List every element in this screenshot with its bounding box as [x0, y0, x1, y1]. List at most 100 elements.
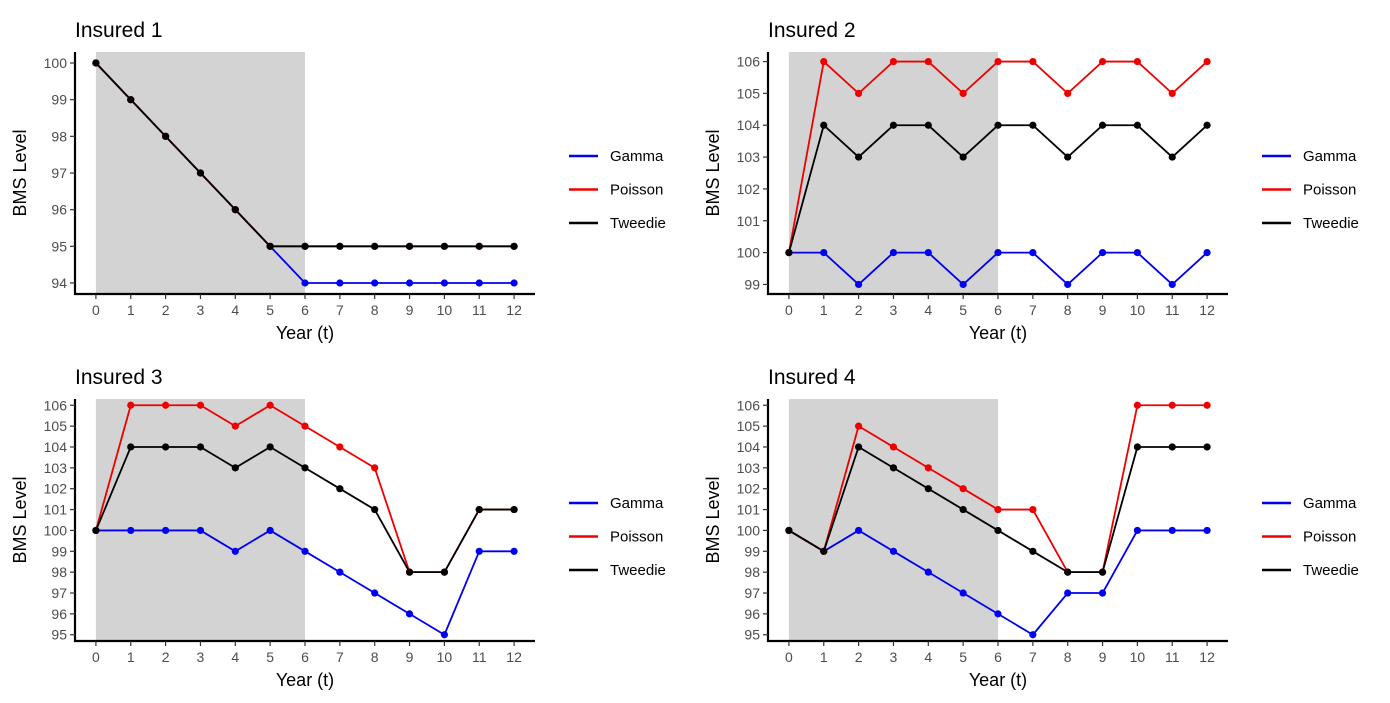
x-tick-label: 4 [924, 649, 932, 665]
data-point-tweedie [231, 206, 239, 214]
chart-panel-insured-2: Insured 2 0 1 2 3 4 5 6 7 8 9 10 11 12 99 100 101 102 103 1… [693, 0, 1386, 350]
data-point-tweedie [510, 242, 518, 250]
data-point-tweedie [301, 464, 309, 472]
x-tick-label: 7 [1029, 302, 1037, 318]
legend-label-poisson: Poisson [1303, 529, 1356, 546]
y-tick-label: 99 [744, 276, 760, 292]
data-point-poisson [1098, 57, 1107, 66]
data-point-poisson [855, 422, 863, 430]
chart-title: Insured 4 [768, 366, 856, 389]
data-point-tweedie [475, 242, 483, 250]
data-point-tweedie [127, 443, 135, 451]
data-point-tweedie [994, 121, 1002, 129]
data-point-tweedie [1098, 121, 1107, 129]
legend: Gamma Poisson Tweedie [569, 148, 666, 232]
data-point-gamma [959, 589, 967, 597]
data-point-poisson [1064, 89, 1072, 97]
shaded-region [788, 399, 998, 641]
x-tick-label: 1 [820, 649, 828, 665]
y-tick-label: 95 [51, 238, 67, 254]
data-point-gamma [196, 526, 205, 535]
data-point-gamma [127, 526, 135, 535]
data-point-poisson [924, 57, 932, 66]
data-point-poisson [855, 89, 863, 97]
data-point-poisson [1168, 401, 1176, 409]
data-point-gamma [371, 279, 379, 287]
y-axis-title: BMS Level [10, 129, 30, 216]
chart-panel-insured-1: Insured 1 0 1 2 3 4 5 6 7 8 9 10 11 12 94 95 96 97 98 99 100… [0, 0, 693, 350]
data-point-poisson [820, 57, 828, 66]
data-point-tweedie [405, 242, 414, 250]
data-point-poisson [1133, 401, 1141, 409]
data-point-gamma [162, 526, 170, 535]
y-tick-label: 103 [737, 460, 761, 476]
x-tick-label: 4 [231, 302, 239, 318]
y-tick-label: 105 [737, 85, 761, 101]
data-point-tweedie [1064, 153, 1072, 161]
legend-label-gamma: Gamma [610, 148, 664, 165]
x-axis-title: Year (t) [969, 670, 1027, 690]
data-point-tweedie [889, 464, 898, 472]
x-tick-label: 8 [1064, 302, 1072, 318]
data-point-gamma [1064, 280, 1072, 289]
y-tick-label: 94 [51, 275, 67, 291]
x-tick-label: 8 [1064, 649, 1072, 665]
chart-title: Insured 2 [768, 19, 856, 42]
y-tick-label: 96 [51, 606, 67, 622]
y-tick-label: 103 [737, 149, 761, 165]
data-point-gamma [1203, 249, 1211, 257]
data-point-tweedie [371, 242, 379, 250]
data-point-tweedie [1168, 153, 1176, 161]
legend-label-tweedie: Tweedie [1303, 215, 1359, 232]
data-point-tweedie [1133, 443, 1141, 451]
chart-insured-2: Insured 20 1 2 3 4 5 6 7 8 9 10 11 12991001011021031… [703, 19, 1359, 343]
data-point-gamma [889, 249, 898, 257]
data-point-gamma [820, 249, 828, 257]
y-tick-label: 104 [44, 439, 68, 455]
data-point-gamma [924, 249, 932, 257]
x-tick-label: 8 [371, 302, 379, 318]
x-tick-label: 11 [472, 302, 487, 318]
chart-insured-4: Insured 40 1 2 3 4 5 6 7 8 9 10 11 12959697989910010… [703, 366, 1359, 690]
y-tick-label: 100 [737, 522, 761, 538]
y-tick-label: 105 [44, 418, 68, 434]
data-point-tweedie [1168, 443, 1176, 451]
x-tick-label: 2 [162, 649, 170, 665]
y-tick-label: 101 [737, 213, 761, 229]
legend-label-poisson: Poisson [1303, 182, 1356, 199]
chart-panel-insured-3: Insured 3 0 1 2 3 4 5 6 7 8 9 10 11 12 95 96 97 98 99 100 10… [0, 347, 693, 697]
x-tick-label: 7 [336, 302, 344, 318]
y-tick-label: 99 [51, 92, 67, 108]
x-tick-label: 0 [92, 302, 100, 318]
x-tick-label: 1 [820, 302, 828, 318]
x-tick-label: 6 [994, 302, 1002, 318]
x-tick-label: 2 [162, 302, 170, 318]
x-tick-label: 10 [1130, 302, 1146, 318]
y-tick-label: 104 [737, 117, 761, 133]
chart-insured-1: Insured 10 1 2 3 4 5 6 7 8 9 10 11 12949596979899100… [10, 19, 666, 343]
y-tick-label: 95 [744, 627, 760, 643]
data-point-gamma [855, 280, 863, 289]
data-point-tweedie [336, 242, 344, 250]
y-tick-label: 98 [51, 128, 67, 144]
data-point-tweedie [994, 526, 1002, 535]
data-point-gamma [405, 610, 414, 618]
data-point-tweedie [266, 443, 274, 451]
x-tick-label: 10 [437, 649, 453, 665]
data-point-poisson [994, 57, 1002, 66]
data-point-gamma [889, 547, 898, 555]
y-tick-label: 104 [737, 439, 761, 455]
data-point-gamma [994, 249, 1002, 257]
shaded-region [95, 399, 305, 641]
data-point-tweedie [1029, 547, 1037, 555]
data-point-tweedie [924, 485, 932, 493]
data-point-gamma [336, 568, 344, 576]
y-axis-title: BMS Level [10, 476, 30, 563]
data-point-poisson [301, 422, 309, 430]
data-point-gamma [1029, 249, 1037, 257]
data-point-tweedie [1203, 443, 1211, 451]
x-tick-label: 3 [890, 649, 898, 665]
data-point-tweedie [820, 547, 828, 555]
x-tick-label: 7 [1029, 649, 1037, 665]
data-point-tweedie [1064, 568, 1072, 576]
